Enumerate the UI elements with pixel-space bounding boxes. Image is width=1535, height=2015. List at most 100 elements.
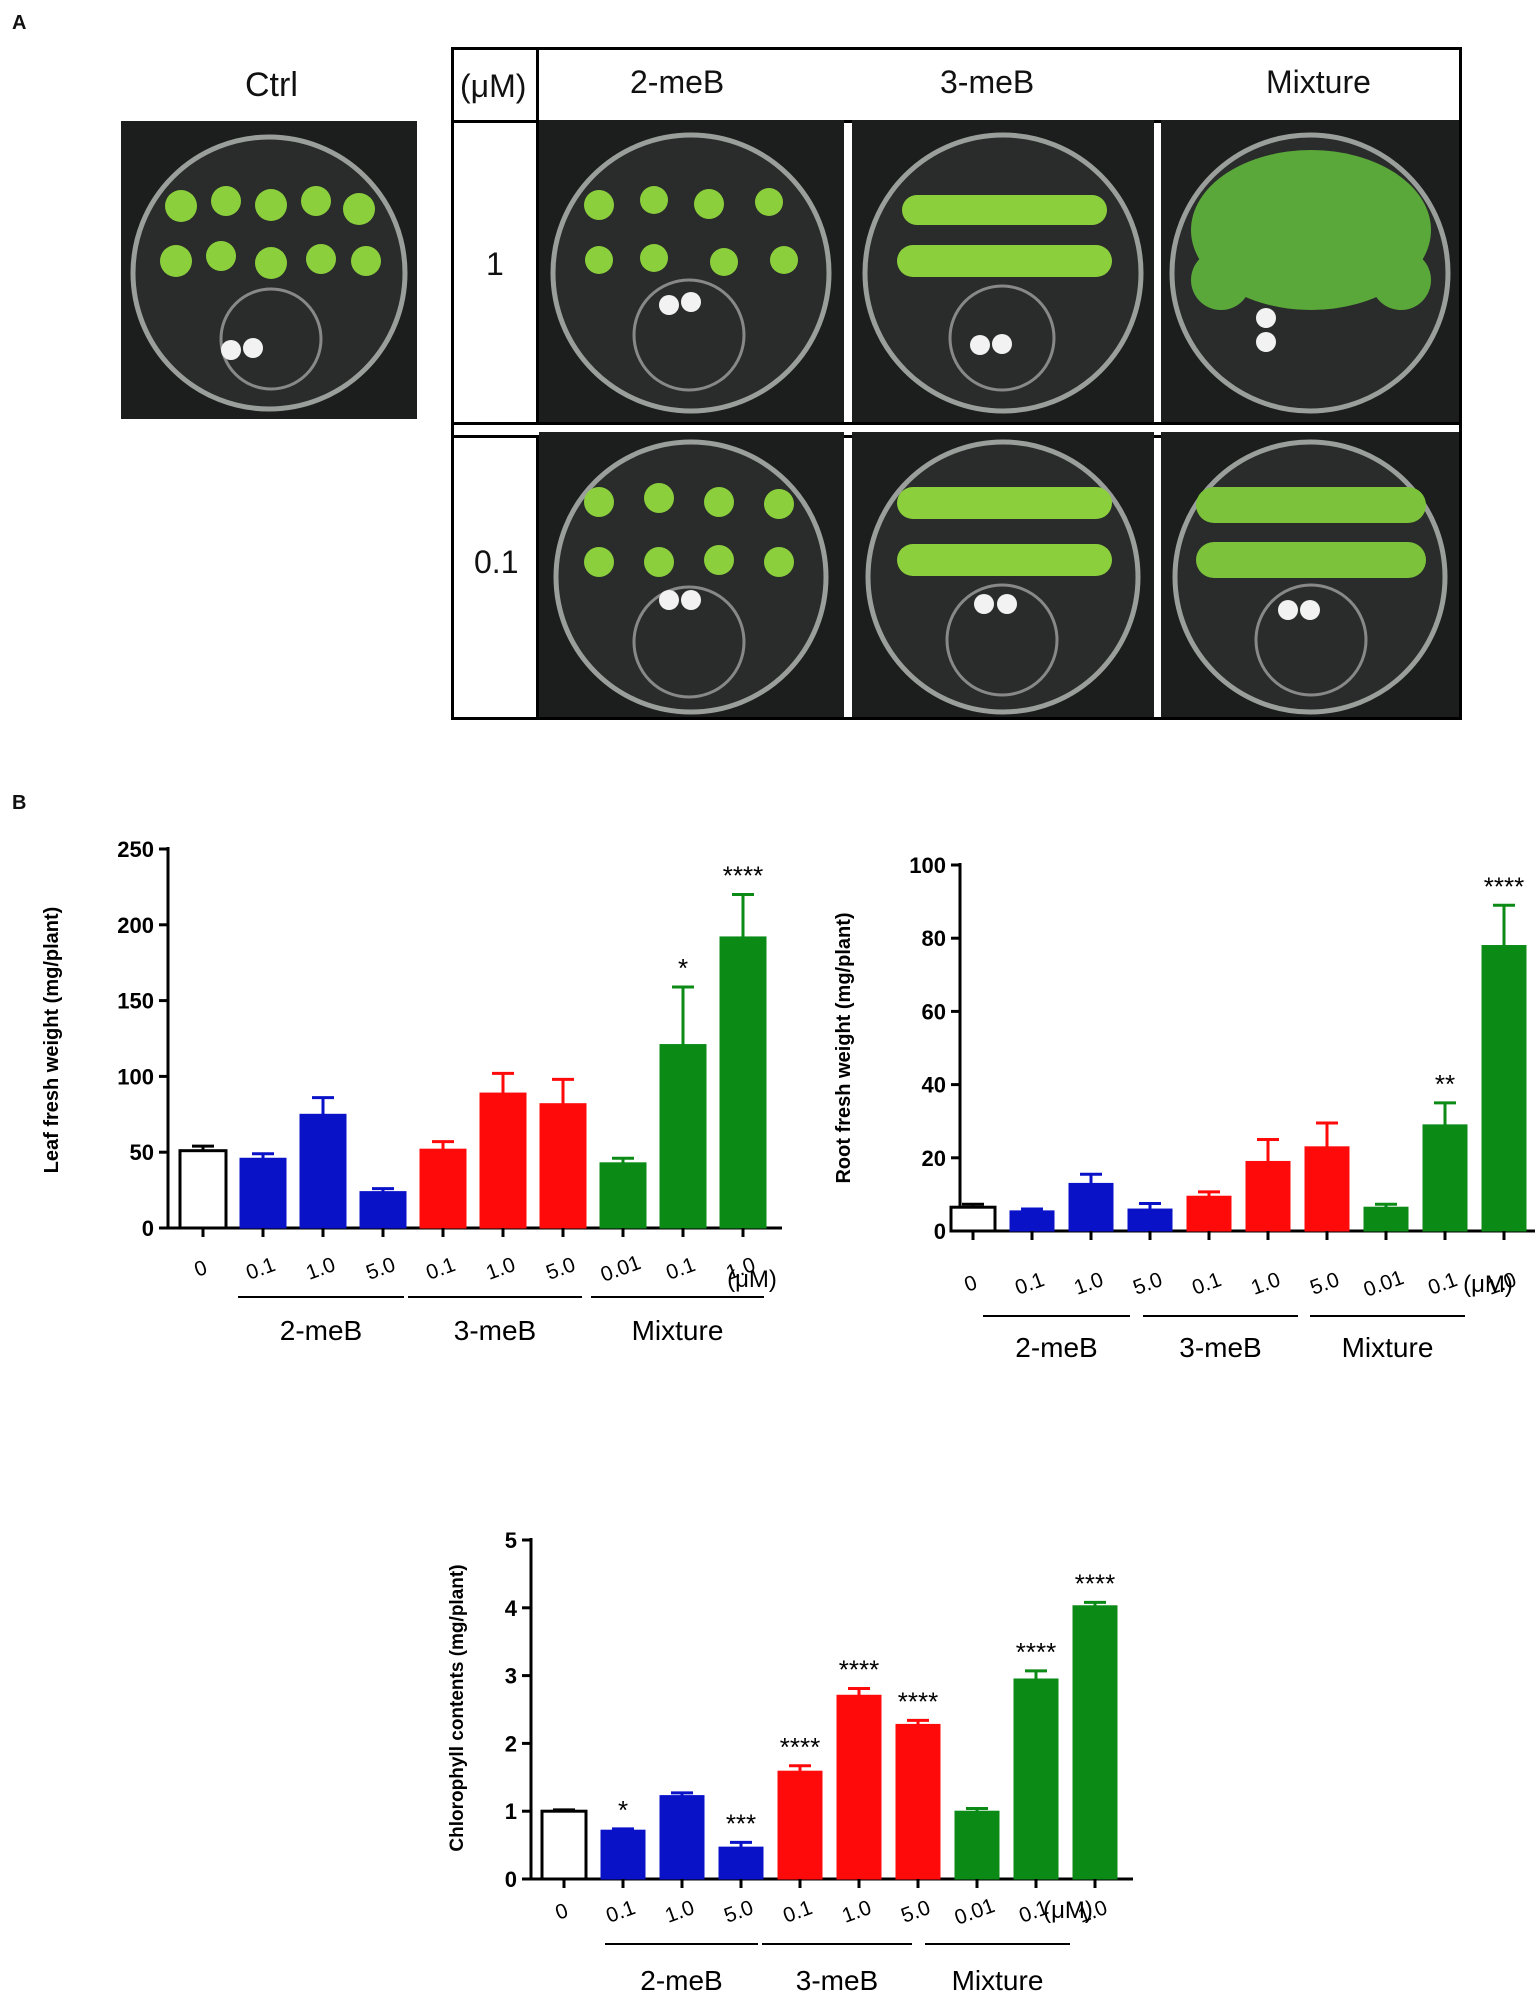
x-tick-label: 5.0 xyxy=(898,1896,933,1928)
y-tick-label: 100 xyxy=(117,1064,154,1089)
group-label: 2-meB xyxy=(640,1965,722,1996)
bar xyxy=(1304,1146,1350,1232)
bar xyxy=(359,1191,407,1229)
panel-a-label: A xyxy=(12,12,27,34)
unit-label: (μM) xyxy=(1463,1271,1513,1298)
bar xyxy=(718,1846,764,1880)
y-tick-label: 4 xyxy=(505,1596,518,1621)
x-tick-label: 5.0 xyxy=(721,1896,756,1928)
chart-0-root: 0 50 100 150 200 250 Leaf fresh weight (mg/pla… xyxy=(41,837,782,1346)
x-tick-label: 0.1 xyxy=(663,1253,698,1285)
group-label: 2-meB xyxy=(280,1315,362,1346)
y-tick-label: 2 xyxy=(505,1731,517,1756)
x-tick-label: 0.01 xyxy=(598,1251,644,1287)
x-tick-label: 5.0 xyxy=(543,1253,578,1285)
bar xyxy=(1363,1206,1409,1232)
x-tick-label: 1.0 xyxy=(839,1896,874,1928)
row-label-1: 1 xyxy=(486,246,504,282)
group-label: 3-meB xyxy=(454,1315,536,1346)
bar xyxy=(1013,1678,1059,1880)
bar xyxy=(719,936,767,1229)
bar xyxy=(954,1810,1000,1880)
row-label-0-1: 0.1 xyxy=(474,544,519,580)
x-tick-label: 0 xyxy=(191,1256,210,1282)
group-label: 3-meB xyxy=(1179,1332,1261,1363)
bar xyxy=(1245,1160,1291,1232)
y-tick-label: 20 xyxy=(922,1146,946,1171)
plate-drawing-ctrl xyxy=(130,134,408,412)
significance-label: **** xyxy=(1484,871,1524,901)
plate-photo-mixture-0-1 xyxy=(1161,432,1459,717)
x-tick-label: 5.0 xyxy=(363,1253,398,1285)
x-tick-label: 1.0 xyxy=(1248,1268,1283,1300)
y-tick-label: 250 xyxy=(117,837,154,862)
x-tick-label: 0 xyxy=(961,1271,980,1297)
group-label: 3-meB xyxy=(796,1965,878,1996)
bar xyxy=(540,1809,588,1881)
group-label: 2-meB xyxy=(1015,1332,1097,1363)
plate-photo-mixture-1 xyxy=(1161,120,1459,422)
chart-1-root: 0 20 40 60 80 100 Root fresh weight (mg/plant)… xyxy=(833,853,1535,1363)
x-tick-label: 0.1 xyxy=(1189,1268,1224,1300)
y-axis-label: Chlorophyll contents (mg/plant) xyxy=(447,1564,468,1851)
y-tick-label: 0 xyxy=(934,1219,946,1244)
column-header-mixture: Mixture xyxy=(1266,64,1371,100)
bar xyxy=(949,1205,997,1233)
bar xyxy=(419,1148,467,1229)
ctrl-label: Ctrl xyxy=(245,66,298,104)
bar xyxy=(659,1044,707,1229)
plate-photo-ctrl xyxy=(121,121,417,419)
y-tick-label: 5 xyxy=(505,1528,517,1553)
bar xyxy=(836,1694,882,1880)
x-tick-label: 1.0 xyxy=(1071,1268,1106,1300)
y-tick-label: 200 xyxy=(117,913,154,938)
plate-photo-2meb-1 xyxy=(539,120,844,422)
x-tick-label: 1.0 xyxy=(303,1253,338,1285)
x-tick-label: 1.0 xyxy=(662,1896,697,1928)
bar xyxy=(178,1149,228,1230)
y-tick-label: 1 xyxy=(505,1799,517,1824)
significance-label: * xyxy=(678,953,688,983)
bar xyxy=(777,1770,823,1880)
x-tick-label: 0.01 xyxy=(952,1894,998,1930)
significance-label: **** xyxy=(1016,1637,1056,1667)
unit-label: (μM) xyxy=(1043,1897,1093,1924)
bar xyxy=(299,1113,347,1229)
significance-label: ** xyxy=(1435,1069,1455,1099)
x-tick-label: 0.01 xyxy=(1361,1266,1407,1302)
y-tick-label: 0 xyxy=(505,1867,517,1892)
x-tick-label: 0 xyxy=(552,1899,571,1925)
group-label: Mixture xyxy=(1342,1332,1434,1363)
x-tick-label: 0.1 xyxy=(1425,1268,1460,1300)
significance-label: **** xyxy=(1075,1568,1115,1598)
significance-label: **** xyxy=(780,1732,820,1762)
significance-label: *** xyxy=(726,1808,756,1838)
bar xyxy=(479,1092,527,1229)
bar xyxy=(659,1795,705,1880)
x-tick-label: 0.1 xyxy=(243,1253,278,1285)
chlorophyll-chart: 0 1 2 3 4 5 Chlorophyll contents (mg/plant) 0 0.… xyxy=(447,1528,1133,1996)
bar xyxy=(239,1157,287,1229)
x-tick-label: 1.0 xyxy=(483,1253,518,1285)
plate-photo-3meb-0-1 xyxy=(852,432,1154,717)
bar xyxy=(1068,1182,1114,1232)
group-label: Mixture xyxy=(632,1315,724,1346)
significance-label: * xyxy=(618,1795,628,1825)
chart-2-root: 0 1 2 3 4 5 Chlorophyll contents (mg/plant) 0 0.… xyxy=(447,1528,1133,1996)
x-tick-label: 5.0 xyxy=(1307,1268,1342,1300)
x-tick-label: 0.1 xyxy=(423,1253,458,1285)
x-tick-label: 0.1 xyxy=(1012,1268,1047,1300)
y-tick-label: 50 xyxy=(130,1140,154,1165)
significance-label: **** xyxy=(723,860,763,890)
bar xyxy=(600,1829,646,1880)
plate-photo-2meb-0-1 xyxy=(539,432,844,717)
plate-photo-3meb-1 xyxy=(852,120,1154,422)
bar xyxy=(1127,1208,1173,1232)
bar xyxy=(1186,1195,1232,1232)
column-header-3meb: 3-meB xyxy=(940,64,1035,100)
bar xyxy=(1422,1124,1468,1232)
y-tick-label: 60 xyxy=(922,999,946,1024)
panel-b-label: B xyxy=(12,792,27,814)
x-tick-label: 0.1 xyxy=(780,1896,815,1928)
y-tick-label: 80 xyxy=(922,926,946,951)
